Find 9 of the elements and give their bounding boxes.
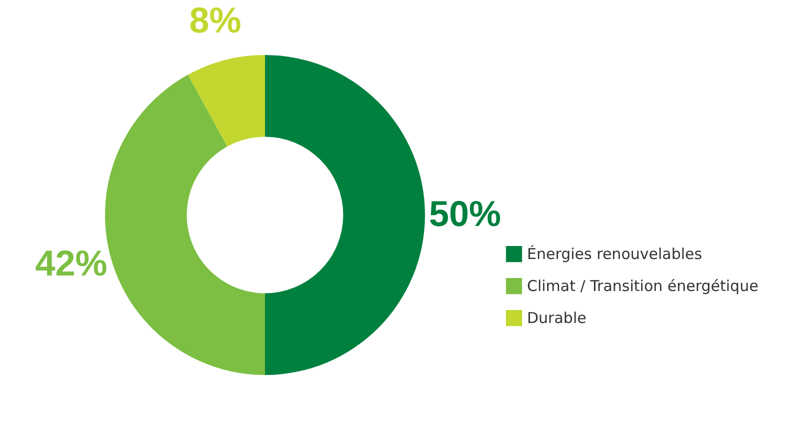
data-label: 42% xyxy=(35,242,108,284)
legend-label: Durable xyxy=(527,309,586,327)
donut-slice xyxy=(105,74,265,375)
donut-slice xyxy=(188,55,265,146)
donut-slice xyxy=(265,55,425,375)
data-label: 8% xyxy=(189,0,242,40)
data-label: 50% xyxy=(428,193,502,234)
legend-label: Énergies renouvelables xyxy=(527,245,702,263)
legend-label: Climat / Transition énergétique xyxy=(527,277,758,295)
